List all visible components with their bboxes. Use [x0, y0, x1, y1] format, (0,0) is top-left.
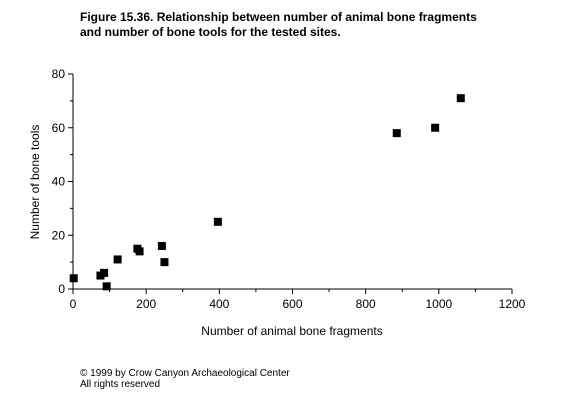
x-tick-label: 600	[282, 297, 302, 311]
data-point	[69, 274, 78, 283]
x-tick-label: 800	[356, 297, 376, 311]
figure-title-line-2: and number of bone tools for the tested …	[80, 25, 341, 39]
data-point	[102, 282, 111, 291]
data-point	[157, 242, 166, 250]
x-tick-label: 200	[136, 297, 156, 311]
chart-points	[69, 94, 465, 291]
x-tick-label: 1000	[425, 297, 452, 311]
chart-axes	[72, 74, 512, 290]
y-tick-label: 0	[58, 282, 65, 296]
x-tick-label: 1200	[499, 297, 526, 311]
y-tick-label: 60	[52, 121, 66, 135]
data-point	[213, 217, 222, 226]
chart-ticks: 0 200 400 600 800 1000 1200 0 20 40 60 80	[52, 67, 526, 311]
x-tick-label: 400	[209, 297, 229, 311]
rights-text: All rights reserved	[80, 379, 161, 390]
data-point	[100, 268, 109, 277]
y-axis-label: Number of bone tools	[28, 125, 42, 240]
data-point	[135, 247, 144, 256]
data-point	[160, 258, 169, 267]
data-point	[456, 94, 465, 103]
y-tick-label: 20	[52, 228, 66, 242]
data-point	[431, 123, 440, 132]
footer: © 1999 by Crow Canyon Archaeological Cen…	[80, 368, 290, 390]
y-tick-label: 80	[52, 67, 66, 81]
copyright-text: © 1999 by Crow Canyon Archaeological Cen…	[80, 368, 290, 379]
x-axis-label: Number of animal bone fragments	[201, 324, 382, 338]
figure-title-line-1: Figure 15.36. Relationship between numbe…	[80, 10, 477, 24]
x-tick-label: 0	[70, 297, 77, 311]
data-point	[392, 129, 401, 138]
figure-title: Figure 15.36. Relationship between numbe…	[80, 10, 550, 40]
data-point	[113, 255, 122, 264]
y-tick-label: 40	[52, 175, 66, 189]
